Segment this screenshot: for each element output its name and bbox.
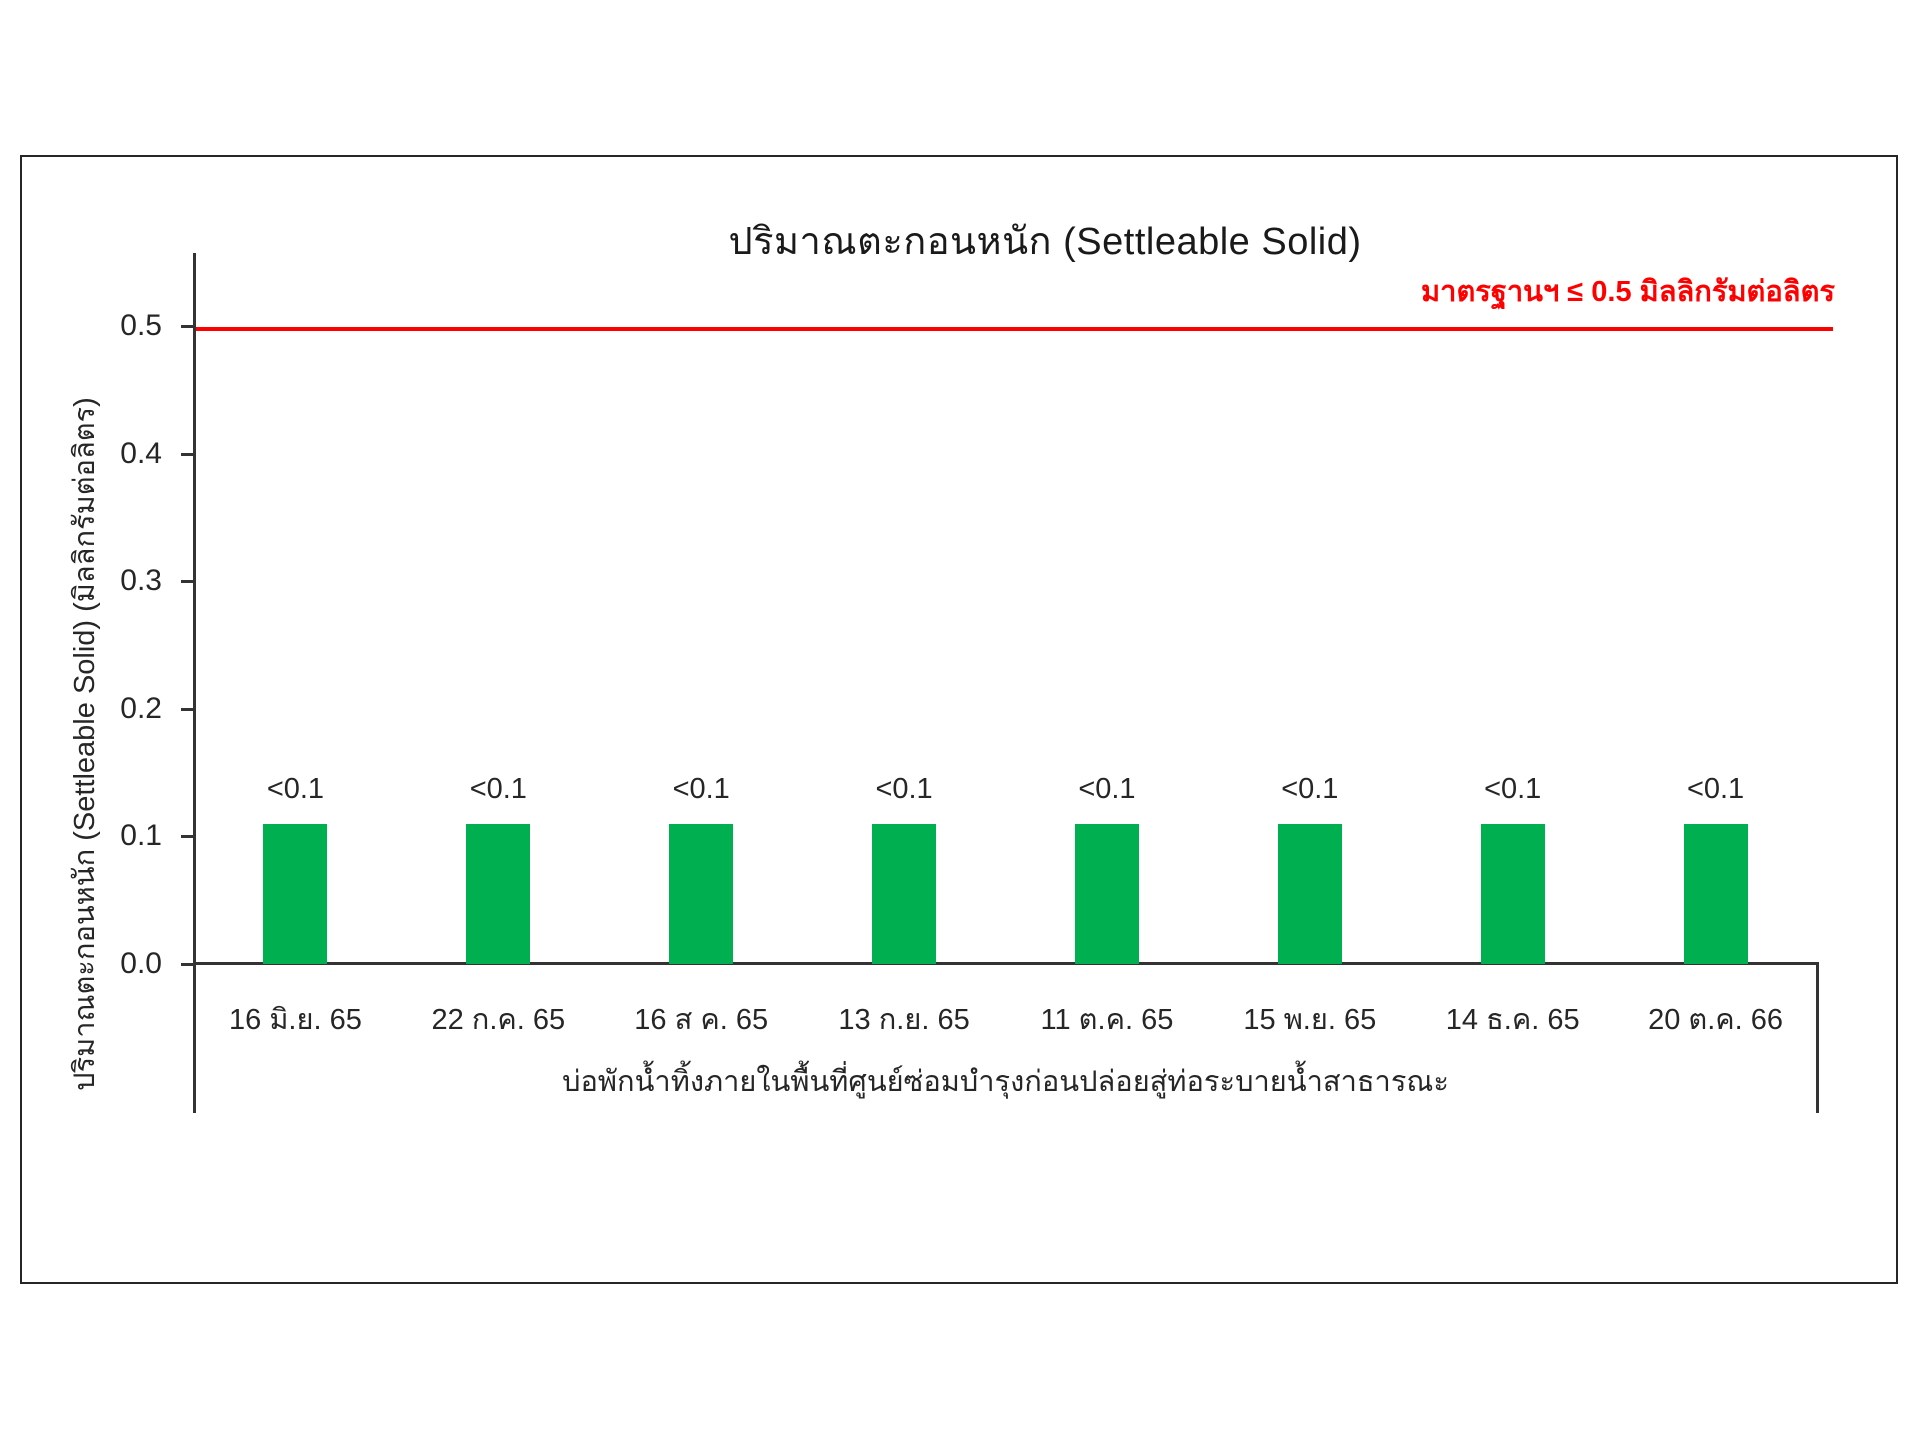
x-axis-category-label: 14 ธ.ค. 65 (1445, 1004, 1580, 1036)
x-axis-category-label: 15 พ.ย. 65 (1243, 1004, 1377, 1036)
y-axis-tick (181, 325, 194, 328)
bar (1074, 823, 1139, 964)
bar (669, 823, 734, 964)
y-axis-tick-label: 0.2 (120, 691, 162, 725)
x-axis-category-label: 11 ต.ค. 65 (1040, 1004, 1174, 1036)
standard-limit-line (195, 327, 1833, 331)
y-axis-tick-label: 0.4 (120, 436, 162, 470)
chart-title: ปริมาณตะกอนหนัก (Settleable Solid) (728, 221, 1362, 263)
bar-value-label: <0.1 (1078, 772, 1136, 805)
bar-value-label: <0.1 (1281, 772, 1339, 805)
bar (872, 823, 937, 964)
y-axis-tick (181, 452, 194, 456)
y-axis-tick (181, 707, 194, 711)
y-axis-tick (181, 963, 194, 966)
chart-outer-border (20, 155, 1898, 1284)
bar-value-label: <0.1 (469, 772, 527, 805)
x-axis-title: บ่อพักน้ำทิ้งภายในพื้นที่ศูนย์ซ่อมบำรุงก… (562, 1066, 1449, 1098)
y-axis-tick (181, 835, 194, 839)
y-axis-title: ปริมาณตะกอนหนัก (Settleable Solid) (มิลล… (69, 397, 101, 1091)
y-axis-line (193, 253, 196, 1113)
bar (1480, 823, 1545, 964)
bar-value-label: <0.1 (672, 772, 730, 805)
bar (1277, 823, 1342, 964)
bar-value-label: <0.1 (1484, 772, 1542, 805)
x-axis-category-label: 13 ก.ย. 65 (838, 1004, 970, 1036)
bar-value-label: <0.1 (875, 772, 933, 805)
y-axis-tick-label: 0.3 (120, 564, 162, 598)
x-axis-category-label: 16 ส ค. 65 (634, 1004, 769, 1036)
bar (466, 823, 531, 964)
x-axis-category-label: 22 ก.ค. 65 (431, 1004, 566, 1036)
bar (1683, 823, 1748, 964)
x-axis-right-edge (1816, 962, 1819, 1113)
x-axis-line (193, 962, 1819, 965)
y-axis-tick-label: 0.0 (120, 947, 162, 980)
y-axis-tick (181, 580, 194, 584)
bar-value-label: <0.1 (266, 772, 325, 805)
bar-value-label: <0.1 (1686, 772, 1745, 805)
x-axis-category-label: 16 มิ.ย. 65 (229, 1004, 362, 1036)
bar (263, 823, 328, 964)
y-axis-tick-label: 0.1 (120, 819, 162, 853)
y-axis-tick-label: 0.5 (120, 309, 162, 342)
standard-limit-label: มาตรฐานฯ ≤ 0.5 มิลลิกรัมต่อลิตร (1421, 276, 1835, 308)
x-axis-category-label: 20 ต.ค. 66 (1648, 1004, 1784, 1036)
